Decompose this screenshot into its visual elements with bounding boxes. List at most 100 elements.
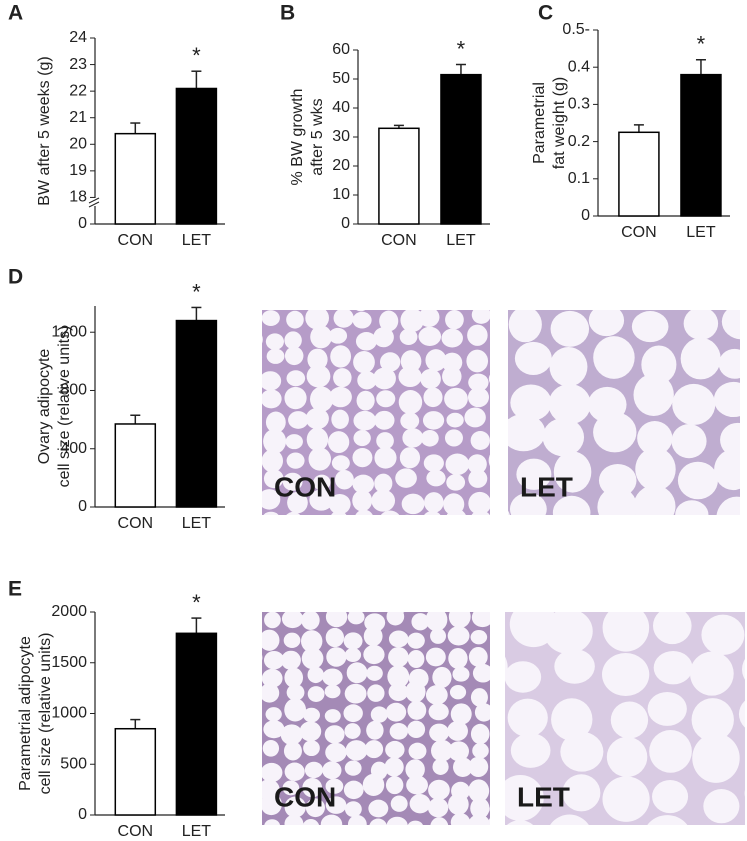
adipocyte: [366, 720, 384, 740]
adipocyte: [470, 723, 490, 745]
adipocyte: [442, 366, 462, 387]
adipocyte: [598, 310, 618, 313]
y-tick-label: 0.2: [568, 133, 590, 150]
y-tick-label: 50: [332, 70, 350, 87]
adipocyte: [554, 649, 595, 684]
adipocyte: [322, 668, 343, 686]
y-axis-label: after 5 wks: [309, 98, 326, 175]
x-tick-label: CON: [621, 224, 657, 241]
adipocyte: [447, 720, 468, 741]
x-tick-label: CON: [118, 232, 154, 249]
adipocyte: [423, 387, 443, 408]
adipocyte: [718, 348, 740, 379]
adipocyte: [448, 793, 469, 815]
y-tick-label: 500: [60, 755, 87, 772]
adipocyte: [389, 612, 405, 615]
adipocyte: [241, 779, 259, 795]
adipocyte: [432, 591, 449, 606]
adipocyte: [265, 411, 286, 433]
adipocyte: [468, 647, 488, 667]
adipocyte: [352, 474, 375, 494]
adipocyte: [390, 795, 408, 812]
adipocyte: [492, 514, 513, 536]
adipocyte: [376, 390, 396, 408]
adipocyte: [399, 328, 418, 346]
adipocyte: [464, 407, 486, 428]
adipocyte: [386, 612, 405, 626]
adipocyte: [283, 591, 299, 607]
x-tick-label: CON: [381, 232, 417, 249]
y-tick-label: 1000: [51, 705, 87, 722]
y-tick-label: 0.3: [568, 96, 590, 113]
adipocyte: [344, 683, 367, 704]
adipocyte: [263, 650, 285, 670]
adipocyte: [245, 685, 261, 702]
adipocyte: [363, 626, 383, 647]
adipocyte: [346, 662, 368, 684]
adipocyte: [389, 722, 409, 740]
image-label: CON: [274, 471, 336, 502]
adipocyte: [469, 526, 511, 570]
adipocyte: [474, 703, 490, 722]
y-tick-label: 0.4: [568, 58, 590, 75]
adipocyte: [284, 285, 305, 307]
adipocyte: [635, 447, 676, 491]
adipocyte: [305, 595, 321, 609]
adipocyte: [376, 432, 394, 450]
adipocyte: [507, 698, 548, 737]
adipocyte: [369, 818, 387, 825]
adipocyte: [282, 780, 300, 796]
adipocyte: [550, 523, 593, 567]
adipocyte: [303, 740, 320, 757]
adipocyte: [244, 815, 261, 832]
y-axis-label: Parametrial adipocyte: [17, 636, 34, 791]
adipocyte: [373, 327, 394, 348]
adipocyte: [240, 723, 256, 740]
adipocyte: [548, 383, 591, 425]
bar: [175, 632, 218, 816]
adipocyte: [352, 489, 373, 512]
adipocyte: [508, 310, 542, 343]
adipocyte: [264, 819, 281, 825]
adipocyte: [470, 630, 488, 645]
adipocyte: [326, 647, 347, 667]
adipocyte: [551, 698, 593, 741]
adipocyte: [407, 700, 427, 720]
y-tick-label: 0: [78, 498, 87, 515]
adipocyte: [552, 495, 591, 515]
adipocyte: [299, 721, 322, 742]
adipocyte: [283, 632, 301, 648]
adipocyte: [510, 384, 552, 421]
adipocyte: [679, 532, 721, 576]
adipocyte: [357, 371, 377, 390]
adipocyte: [472, 742, 489, 759]
x-tick-label: LET: [182, 232, 212, 249]
adipocyte: [720, 422, 740, 458]
x-tick-label: LET: [182, 515, 212, 532]
adipocyte: [327, 834, 345, 841]
adipocyte: [398, 390, 423, 415]
adipocyte: [286, 452, 305, 469]
adipocyte: [325, 627, 345, 648]
adipocyte: [448, 647, 468, 669]
adipocyte: [637, 421, 673, 456]
adipocyte: [362, 773, 385, 797]
adipocyte: [738, 700, 745, 728]
adipocyte: [506, 528, 543, 564]
adipocyte: [386, 816, 408, 825]
adipocyte: [409, 794, 431, 814]
adipocyte: [672, 383, 716, 426]
adipocyte: [453, 572, 493, 608]
adipocyte: [554, 266, 598, 304]
panel-label: A: [8, 2, 23, 25]
adipocyte: [691, 698, 734, 742]
adipocyte: [488, 817, 490, 825]
adipocyte: [344, 760, 362, 776]
histology-image: CON: [240, 591, 490, 841]
adipocyte: [633, 277, 666, 306]
adipocyte: [388, 682, 409, 702]
adipocyte: [560, 731, 604, 772]
adipocyte: [554, 572, 599, 611]
adipocyte: [683, 310, 719, 340]
y-tick-label: 21: [69, 109, 87, 126]
